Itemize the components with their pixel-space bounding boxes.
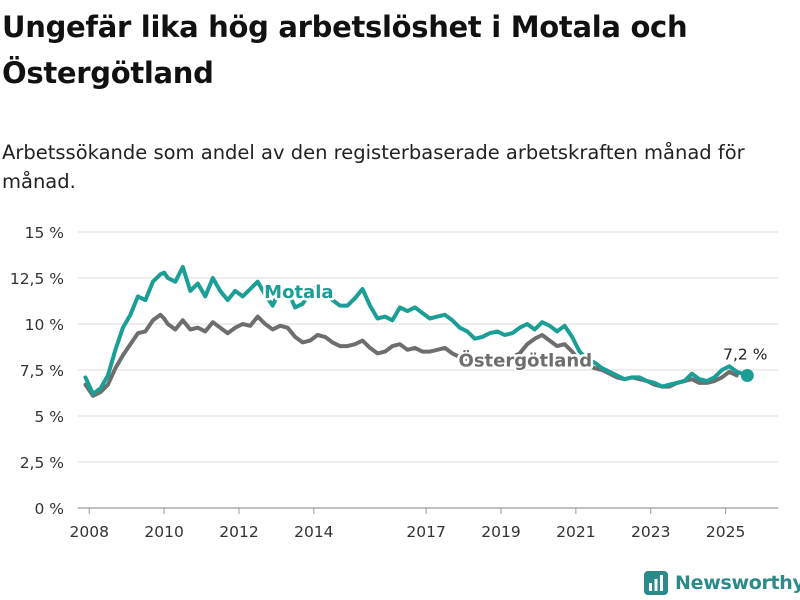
newsworthy-chart-icon — [644, 571, 668, 595]
y-tick-label: 7,5 % — [20, 362, 64, 380]
x-axis-tick-labels: 2008 2010 2012 2014 2017 2019 2021 2023 2025 — [70, 523, 746, 541]
y-axis-tick-labels: 0 % 2,5 % 5 % 7,5 % 10 % 12,5 % 15 % — [10, 224, 64, 518]
x-tick-label: 2019 — [481, 523, 520, 541]
grid-lines — [78, 231, 778, 514]
series-line-ostergotland — [83, 312, 739, 398]
series-label-motala: Motala — [264, 282, 333, 303]
chart-subtitle: Arbetssökande som andel av den registerb… — [2, 141, 745, 193]
brand-label: Newsworthy — [675, 572, 800, 594]
x-tick-label: 2021 — [556, 523, 595, 541]
series-label-ostergotland: Östergötland — [459, 349, 593, 371]
end-point-marker — [740, 369, 754, 383]
x-tick-label: 2008 — [70, 523, 109, 541]
series-line-motala — [83, 265, 750, 396]
y-tick-label: 10 % — [25, 316, 64, 334]
x-tick-label: 2014 — [294, 523, 333, 541]
x-tick-label: 2023 — [631, 523, 670, 541]
y-tick-label: 15 % — [25, 224, 64, 242]
y-tick-label: 5 % — [34, 408, 64, 426]
end-value-label: 7,2 % — [723, 346, 767, 364]
page-title: Ungefär lika hög arbetslöshet i Motala o… — [2, 10, 688, 90]
x-tick-label: 2012 — [219, 523, 258, 541]
y-tick-label: 12,5 % — [10, 270, 64, 288]
y-tick-label: 0 % — [34, 500, 64, 518]
x-tick-label: 2017 — [406, 523, 445, 541]
brand-logo: Newsworthy — [643, 566, 800, 600]
x-tick-label: 2025 — [706, 523, 745, 541]
x-tick-label: 2010 — [144, 523, 183, 541]
series-labels: Motala Östergötland 7,2 % — [262, 280, 770, 374]
y-tick-label: 2,5 % — [20, 454, 64, 472]
series-lines — [83, 265, 754, 398]
